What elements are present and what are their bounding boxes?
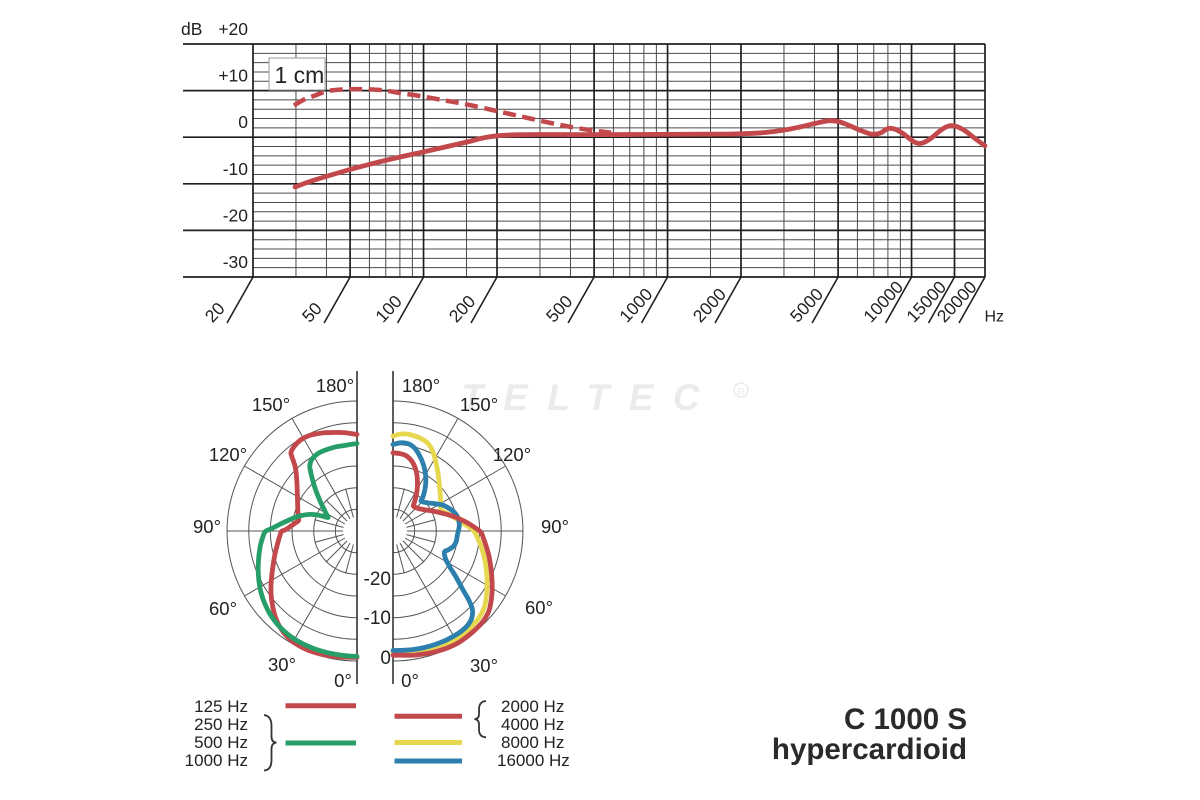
svg-text:-10: -10 [364, 608, 391, 629]
svg-text:+10: +10 [218, 66, 248, 86]
svg-text:2000 Hz: 2000 Hz [501, 697, 564, 716]
svg-text:120°: 120° [493, 444, 531, 465]
svg-text:+20: +20 [218, 19, 248, 39]
svg-text:120°: 120° [209, 444, 247, 465]
svg-text:dB: dB [181, 19, 202, 39]
svg-text:500: 500 [542, 291, 577, 326]
svg-text:C 1000 S: C 1000 S [844, 703, 967, 736]
svg-text:-20: -20 [223, 205, 249, 225]
svg-text:150°: 150° [460, 394, 498, 415]
svg-text:5000: 5000 [786, 284, 827, 326]
svg-text:2000: 2000 [689, 284, 730, 326]
svg-text:TELTEC: TELTEC [461, 377, 719, 418]
svg-text:0°: 0° [401, 670, 419, 691]
svg-text:500 Hz: 500 Hz [194, 733, 248, 752]
svg-text:30°: 30° [268, 654, 296, 675]
svg-text:1000: 1000 [615, 284, 656, 326]
svg-text:180°: 180° [316, 375, 354, 396]
svg-text:50: 50 [298, 298, 326, 326]
svg-text:150°: 150° [252, 394, 290, 415]
svg-text:hypercardioid: hypercardioid [772, 733, 967, 766]
svg-text:20: 20 [201, 298, 229, 326]
svg-text:200: 200 [445, 291, 480, 326]
svg-text:180°: 180° [402, 375, 440, 396]
svg-text:8000 Hz: 8000 Hz [501, 733, 564, 752]
svg-text:10000: 10000 [859, 277, 907, 326]
svg-text:1000 Hz: 1000 Hz [185, 751, 248, 770]
svg-text:30°: 30° [470, 655, 498, 676]
svg-text:-10: -10 [223, 159, 249, 179]
svg-text:90°: 90° [541, 516, 569, 537]
svg-text:0°: 0° [334, 670, 352, 691]
svg-text:1 cm: 1 cm [275, 62, 325, 88]
svg-text:0: 0 [238, 112, 248, 132]
svg-text:100: 100 [371, 291, 406, 326]
svg-text:60°: 60° [209, 598, 237, 619]
svg-text:0: 0 [380, 648, 391, 669]
svg-text:R: R [737, 387, 744, 398]
svg-text:250 Hz: 250 Hz [194, 715, 248, 734]
svg-text:90°: 90° [193, 516, 221, 537]
svg-text:60°: 60° [525, 597, 553, 618]
svg-text:4000 Hz: 4000 Hz [501, 715, 564, 734]
svg-text:-30: -30 [223, 252, 249, 272]
svg-text:Hz: Hz [985, 309, 1005, 326]
svg-text:125 Hz: 125 Hz [194, 697, 248, 716]
svg-text:-20: -20 [364, 569, 391, 590]
svg-text:16000 Hz: 16000 Hz [497, 751, 570, 770]
